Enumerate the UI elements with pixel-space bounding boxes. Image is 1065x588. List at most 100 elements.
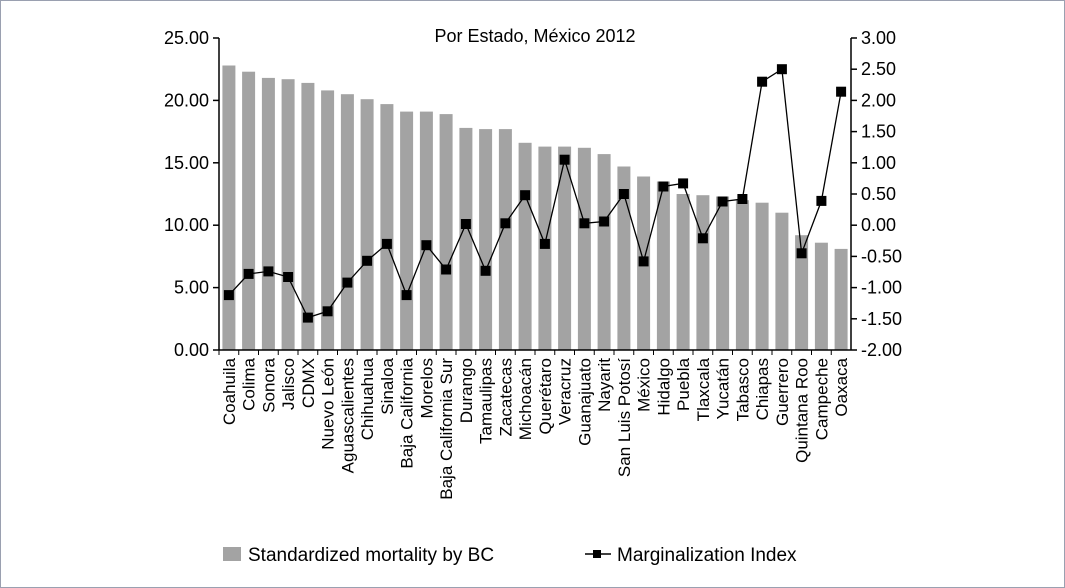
category-label: Nuevo León — [319, 358, 338, 450]
category-label: Sonora — [259, 357, 278, 412]
bar-18 — [577, 147, 591, 350]
bar-6 — [340, 94, 354, 350]
bar-29 — [795, 235, 809, 350]
category-label: Morelos — [417, 358, 436, 418]
line-group — [223, 64, 847, 323]
bar-26 — [735, 200, 749, 350]
bar-31 — [834, 248, 848, 350]
bar-20 — [617, 166, 631, 350]
bar-1 — [242, 71, 256, 350]
y-right-tick-label: 1.50 — [861, 122, 896, 142]
line-point-1 — [243, 268, 254, 279]
line-point-17 — [559, 154, 570, 165]
bar-12 — [459, 127, 473, 351]
line-point-20 — [618, 189, 629, 199]
y-left-tick-label: 20.00 — [164, 90, 209, 110]
line-point-8 — [381, 238, 392, 249]
y-right-tick-label: -2.00 — [861, 340, 902, 360]
category-label: Zacatecas — [496, 358, 515, 436]
category-label: Tabasco — [733, 358, 752, 421]
y-left-tick-label: 5.00 — [174, 278, 209, 298]
legend-bar-swatch — [223, 547, 241, 561]
line-point-31 — [836, 86, 847, 97]
line-point-15 — [520, 190, 531, 201]
bar-14 — [498, 129, 512, 350]
bar-13 — [479, 129, 493, 350]
line-point-4 — [302, 312, 313, 323]
y-right-tick-label: -0.50 — [861, 246, 902, 266]
legend-bar-label: Standardized mortality by BC — [248, 545, 494, 566]
line-point-16 — [539, 238, 550, 249]
y-left-tick-label: 0.00 — [174, 340, 209, 360]
bar-15 — [518, 142, 532, 350]
bar-0 — [222, 65, 236, 350]
bar-19 — [597, 154, 611, 350]
y-right-tick-label: 0.00 — [861, 215, 896, 235]
y-right-tick-label: 1.00 — [861, 153, 896, 173]
category-labels-group: Coahuila Colima Sonora Jalisco CDMX Nuevo Leó… — [220, 357, 851, 499]
line-point-22 — [658, 181, 669, 192]
category-label: Querétaro — [536, 358, 555, 435]
category-label: Tlaxcala — [694, 357, 713, 421]
line-point-27 — [757, 76, 768, 87]
legend-line-label: Marginalization Index — [617, 545, 797, 566]
category-label: Sinaloa — [378, 357, 397, 414]
bar-30 — [814, 242, 828, 350]
y-left-tick-label: 10.00 — [164, 215, 209, 235]
category-label: Puebla — [674, 357, 693, 410]
category-label: Chihuahua — [358, 357, 377, 440]
legend-line-marker — [593, 550, 601, 558]
y-right-tick-label: 2.00 — [861, 90, 896, 110]
bar-24 — [696, 195, 710, 350]
line-point-26 — [737, 194, 748, 204]
category-label: Jalisco — [279, 358, 298, 410]
legend: Standardized mortality by BC Marginaliza… — [223, 545, 797, 566]
bar-23 — [676, 194, 690, 350]
bar-17 — [558, 146, 572, 350]
bar-28 — [775, 212, 789, 350]
bar-11 — [439, 114, 453, 350]
line-point-6 — [342, 277, 353, 288]
category-label: Quintana Roo — [793, 358, 812, 463]
y-right-tick-label: 3.00 — [861, 28, 896, 48]
category-label: Durango — [457, 358, 476, 423]
y-right-tick-label: -1.50 — [861, 309, 902, 329]
bar-3 — [281, 79, 295, 350]
bar-27 — [755, 202, 769, 350]
line-point-25 — [717, 196, 728, 207]
category-label: Baja California — [398, 357, 417, 468]
line-point-29 — [796, 248, 807, 259]
line-point-2 — [263, 266, 274, 277]
line-point-7 — [362, 255, 373, 266]
category-label: Tamaulipas — [477, 358, 496, 444]
line-point-24 — [697, 233, 708, 244]
bar-9 — [400, 111, 414, 350]
category-label: Colima — [240, 357, 259, 410]
line-point-0 — [223, 290, 234, 301]
category-label: Chiapas — [753, 358, 772, 420]
chart-title: Por Estado, México 2012 — [434, 26, 635, 46]
line-point-28 — [776, 64, 787, 75]
category-label: Guanajuato — [575, 358, 594, 446]
category-label: México — [635, 358, 654, 412]
category-label: Michoacán — [516, 358, 535, 440]
category-label: Baja California Sur — [437, 358, 456, 500]
category-label: Nayarit — [595, 358, 614, 412]
line-point-23 — [678, 178, 689, 189]
category-label: Oaxaca — [832, 357, 851, 416]
y-left-tick-label: 25.00 — [164, 28, 209, 48]
line-point-5 — [322, 306, 333, 317]
category-label: San Luis Potosí — [615, 358, 634, 477]
marginalization-line — [228, 68, 842, 319]
line-point-12 — [460, 219, 471, 229]
line-point-21 — [638, 256, 649, 267]
bar-4 — [301, 82, 315, 351]
line-point-11 — [441, 264, 452, 275]
category-label: Veracruz — [556, 358, 575, 425]
y-right-tick-label: -1.00 — [861, 278, 902, 298]
bar-5 — [321, 90, 335, 351]
category-label: Aguascalientes — [338, 358, 357, 473]
line-point-19 — [599, 216, 610, 227]
line-point-30 — [816, 195, 827, 206]
